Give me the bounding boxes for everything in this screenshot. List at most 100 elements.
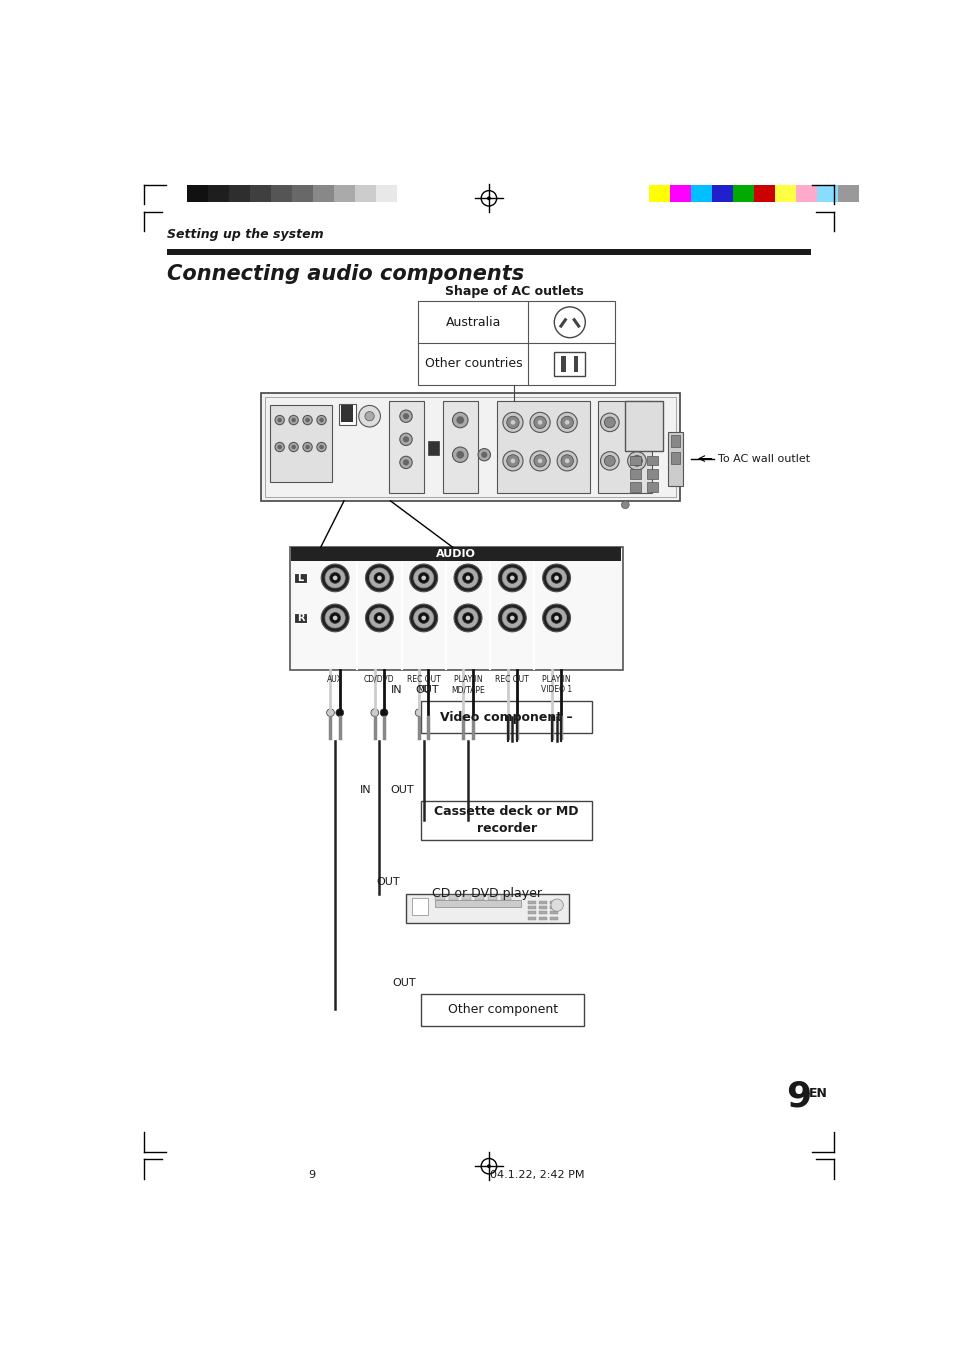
Circle shape: [465, 616, 470, 620]
Circle shape: [380, 709, 388, 716]
Bar: [646, 457, 658, 466]
Circle shape: [599, 413, 618, 431]
Bar: [271, 185, 292, 203]
Circle shape: [410, 604, 437, 632]
Circle shape: [402, 413, 409, 419]
Text: IN: IN: [359, 785, 371, 794]
Circle shape: [454, 565, 481, 592]
Circle shape: [277, 444, 282, 450]
Circle shape: [289, 416, 298, 424]
Circle shape: [620, 501, 629, 508]
Bar: [573, 357, 578, 372]
Circle shape: [502, 451, 522, 471]
Bar: [538, 917, 546, 920]
Bar: [488, 896, 497, 900]
Bar: [448, 896, 457, 900]
Text: OUT: OUT: [392, 978, 416, 988]
Bar: [313, 185, 334, 203]
Bar: [795, 185, 816, 203]
Circle shape: [399, 434, 412, 446]
Text: PLAY IN
VIDEO 1: PLAY IN VIDEO 1: [540, 676, 572, 694]
Text: IN: IN: [390, 685, 402, 694]
Circle shape: [291, 417, 295, 423]
Text: OUT: OUT: [390, 785, 414, 794]
Bar: [375, 185, 396, 203]
Circle shape: [371, 709, 378, 716]
Bar: [691, 185, 711, 203]
Circle shape: [452, 412, 468, 428]
Text: AUX: AUX: [327, 676, 343, 684]
Circle shape: [462, 573, 473, 584]
Text: Cassette deck or MD
recorder: Cassette deck or MD recorder: [434, 805, 578, 835]
Text: 9: 9: [785, 1079, 810, 1113]
Circle shape: [333, 576, 337, 580]
Circle shape: [457, 608, 477, 628]
Circle shape: [321, 604, 349, 632]
Circle shape: [369, 608, 389, 628]
Bar: [670, 451, 679, 463]
Circle shape: [452, 447, 468, 462]
Circle shape: [534, 416, 546, 428]
Circle shape: [305, 444, 310, 450]
Circle shape: [399, 411, 412, 423]
Circle shape: [414, 608, 434, 628]
Circle shape: [627, 413, 645, 431]
Bar: [572, 317, 580, 328]
Bar: [624, 401, 661, 451]
Text: EN: EN: [808, 1088, 827, 1100]
Bar: [649, 185, 670, 203]
Bar: [427, 440, 438, 455]
Circle shape: [554, 616, 558, 620]
Circle shape: [557, 412, 577, 432]
Bar: [294, 573, 307, 584]
Bar: [753, 185, 774, 203]
Circle shape: [604, 417, 615, 428]
Bar: [421, 994, 583, 1025]
Text: AUDIO: AUDIO: [436, 549, 476, 559]
Circle shape: [542, 604, 570, 632]
Bar: [355, 185, 375, 203]
Text: Video component –: Video component –: [440, 711, 573, 724]
Bar: [294, 612, 307, 623]
Bar: [837, 185, 858, 203]
Bar: [261, 393, 679, 501]
Circle shape: [274, 442, 284, 451]
Circle shape: [506, 573, 517, 584]
Text: Other component: Other component: [447, 1004, 558, 1016]
Text: R: R: [296, 613, 304, 623]
Circle shape: [503, 709, 511, 716]
Bar: [208, 185, 229, 203]
Bar: [538, 901, 546, 904]
Bar: [338, 404, 355, 426]
Circle shape: [530, 451, 550, 471]
Circle shape: [303, 442, 312, 451]
Circle shape: [410, 565, 437, 592]
Circle shape: [321, 565, 349, 592]
Bar: [412, 898, 427, 915]
Circle shape: [330, 612, 340, 623]
Circle shape: [530, 412, 550, 432]
Circle shape: [462, 612, 473, 623]
Circle shape: [497, 604, 526, 632]
Text: L: L: [297, 573, 303, 582]
Bar: [435, 900, 520, 908]
Bar: [340, 405, 353, 423]
Circle shape: [289, 442, 298, 451]
Circle shape: [537, 458, 542, 463]
Bar: [167, 249, 810, 254]
Circle shape: [513, 709, 520, 716]
Text: Australia: Australia: [445, 316, 500, 328]
Bar: [406, 893, 568, 923]
Bar: [554, 351, 585, 376]
Text: OUT: OUT: [415, 685, 438, 694]
Circle shape: [330, 573, 340, 584]
Circle shape: [402, 436, 409, 442]
Bar: [421, 701, 592, 734]
Circle shape: [454, 604, 481, 632]
Text: PLAY IN
MD/TAPE: PLAY IN MD/TAPE: [451, 676, 484, 694]
Circle shape: [551, 612, 561, 623]
Circle shape: [537, 420, 542, 424]
Text: 9: 9: [308, 1170, 314, 1179]
Bar: [500, 896, 510, 900]
Circle shape: [374, 573, 384, 584]
